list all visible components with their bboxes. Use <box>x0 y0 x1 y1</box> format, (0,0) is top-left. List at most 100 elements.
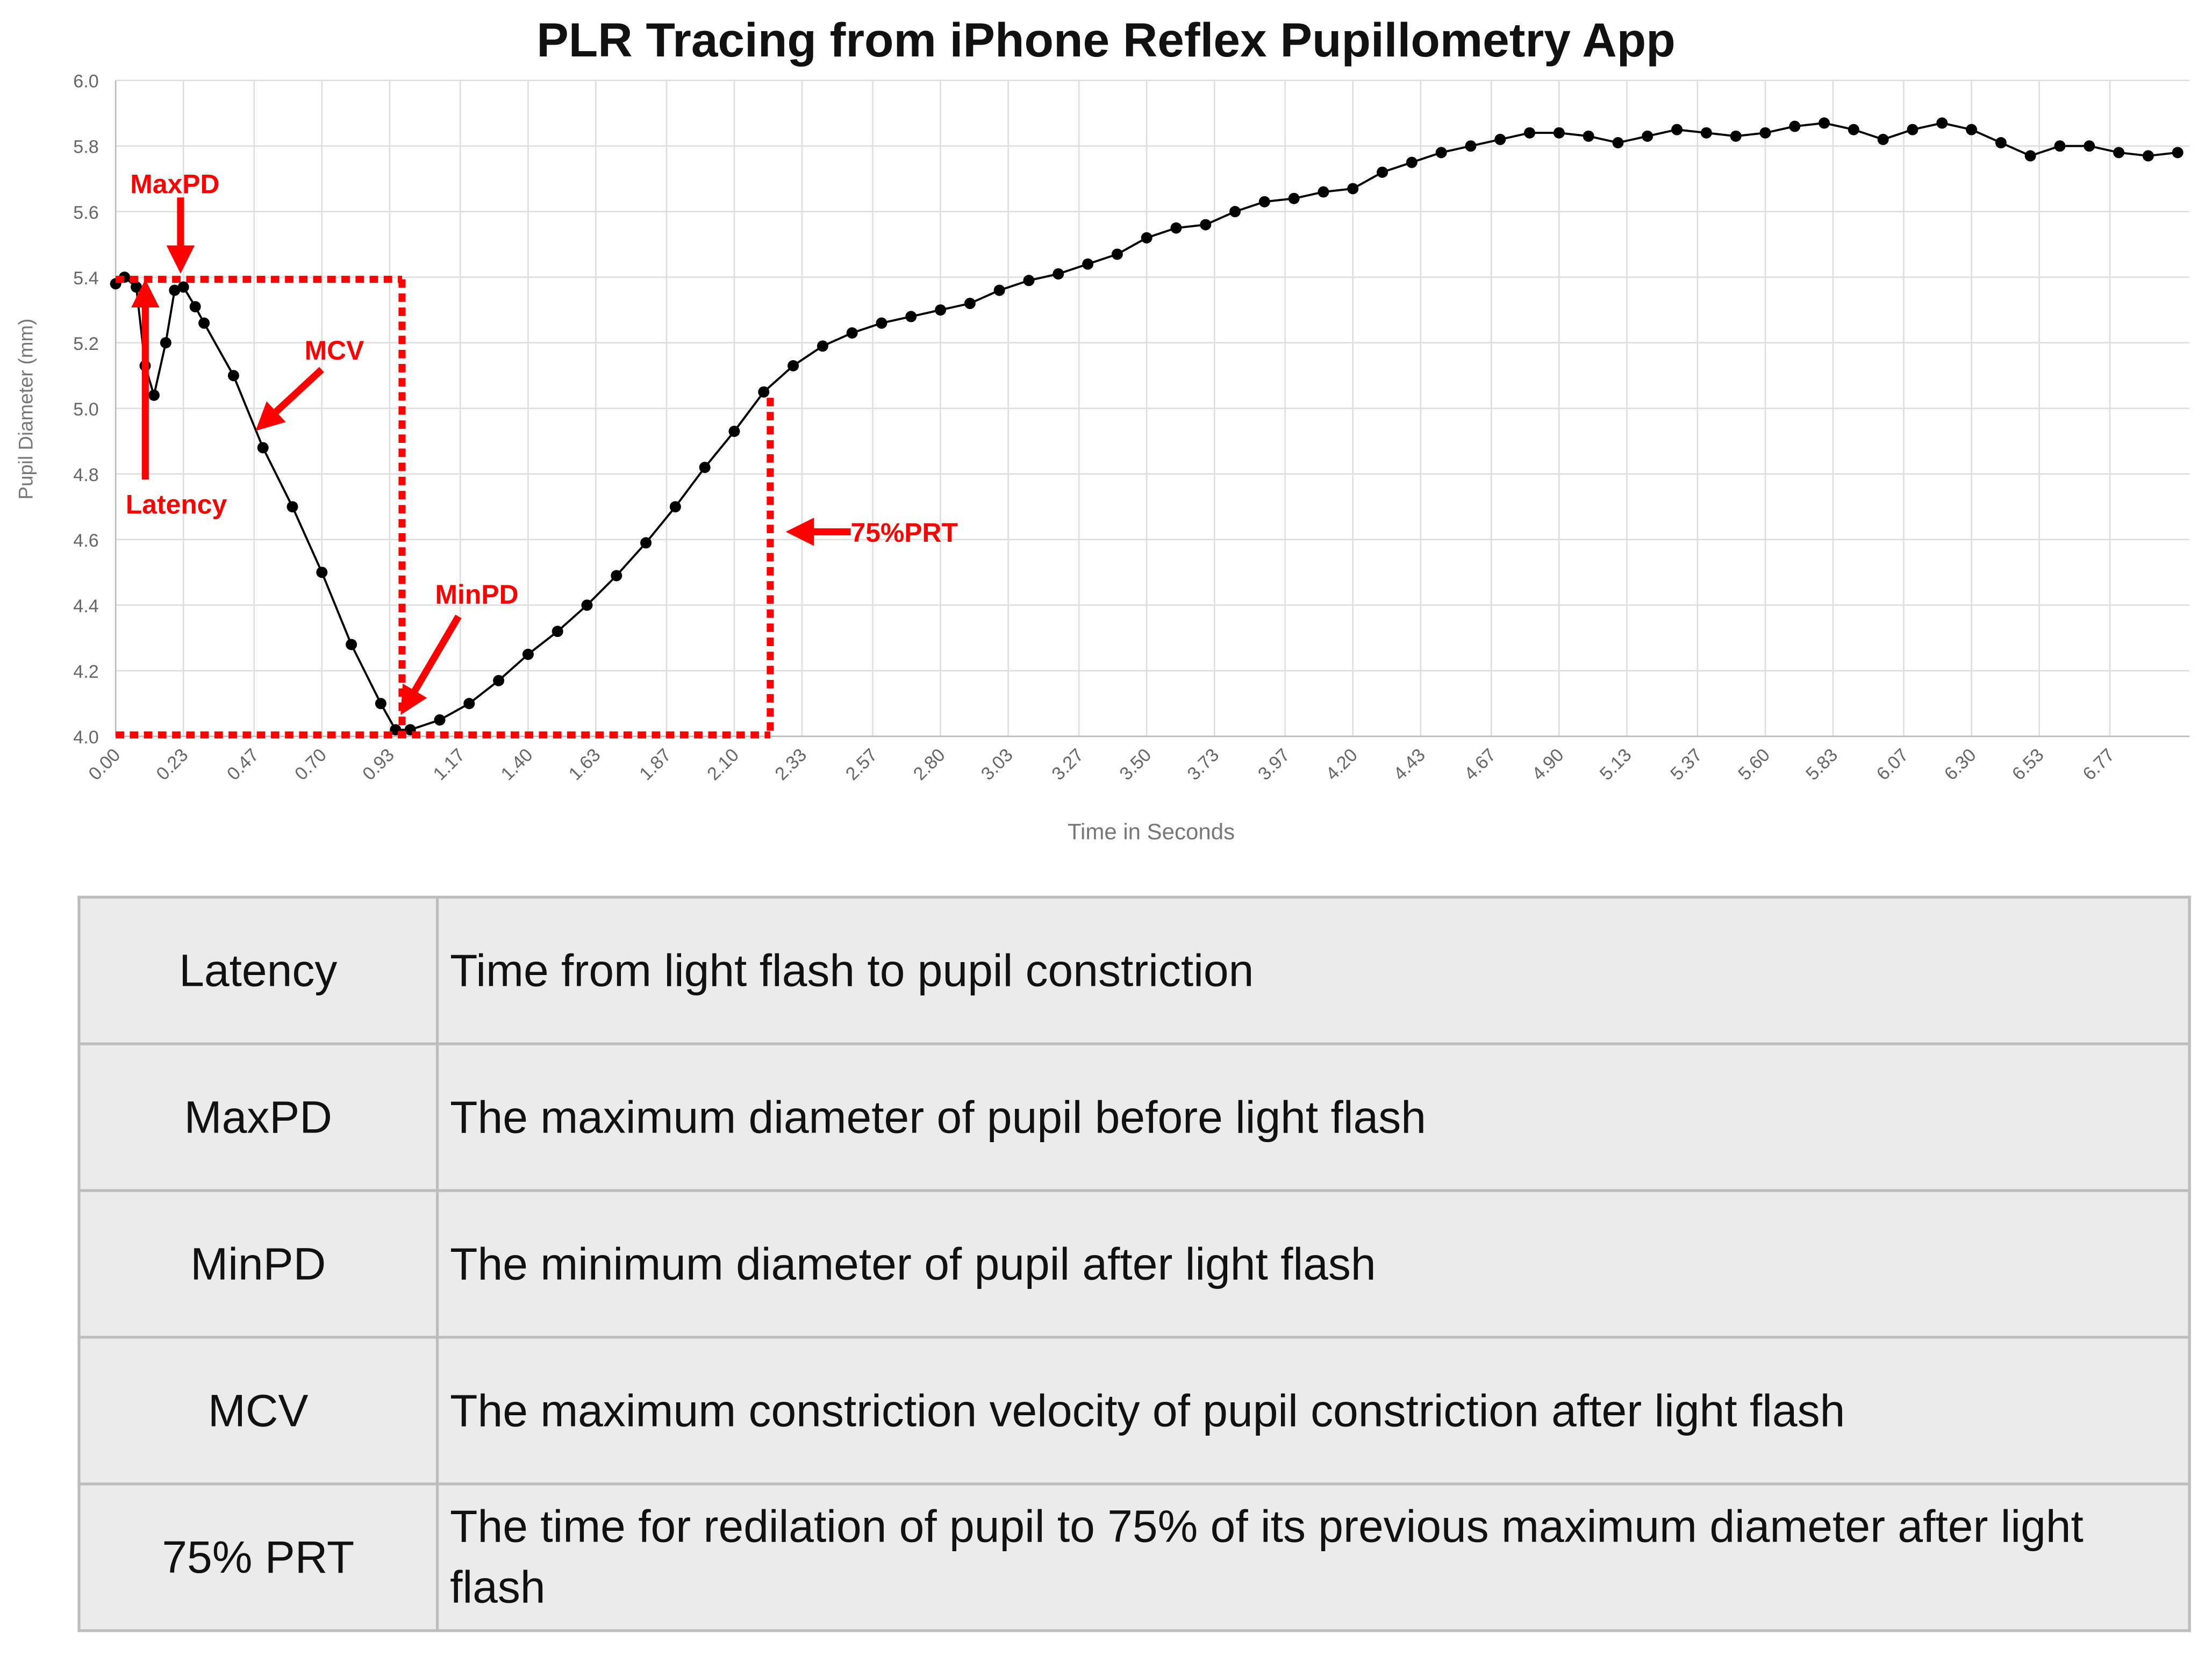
x-tick-label: 2.57 <box>842 744 882 784</box>
data-point <box>2024 150 2036 162</box>
y-tick-label: 5.2 <box>73 334 98 354</box>
x-tick-label: 6.53 <box>2008 744 2048 784</box>
x-tick-label: 1.63 <box>565 744 605 784</box>
data-point <box>1848 124 1859 135</box>
definition-cell: The time for redilation of pupil to 75% … <box>435 1482 2191 1632</box>
data-point <box>1111 248 1123 260</box>
data-point <box>1082 258 1094 270</box>
data-point <box>1023 275 1035 286</box>
x-tick-label: 1.40 <box>497 744 537 784</box>
data-point <box>1288 192 1300 204</box>
data-point <box>346 639 357 650</box>
y-tick-label: 4.0 <box>73 727 98 748</box>
table-row: MCV The maximum constriction velocity of … <box>77 1336 2191 1486</box>
data-point <box>1819 117 1830 129</box>
x-tick-label: 0.93 <box>359 744 398 784</box>
annotations <box>116 276 774 739</box>
x-tick-label: 3.03 <box>977 744 1017 784</box>
data-point <box>581 599 593 611</box>
data-point <box>2084 140 2095 152</box>
data-point <box>993 284 1005 296</box>
data-point <box>1553 127 1565 139</box>
data-point <box>905 311 917 322</box>
data-point <box>2113 147 2125 159</box>
data-point <box>1347 183 1359 195</box>
data-point <box>2142 150 2154 162</box>
data-point <box>160 337 171 349</box>
x-tick-label: 3.73 <box>1184 744 1223 784</box>
data-point <box>189 301 201 313</box>
x-tick-label: 2.10 <box>703 744 743 784</box>
table-row: MinPD The minimum diameter of pupil after… <box>77 1189 2191 1339</box>
data-point <box>1406 156 1418 168</box>
data-point <box>522 648 534 660</box>
data-point <box>552 626 563 637</box>
x-tick-label: 3.27 <box>1048 744 1087 784</box>
data-point <box>198 317 210 329</box>
y-tick-label: 4.6 <box>73 531 98 551</box>
annotation-arrows <box>131 197 851 715</box>
data-point <box>1583 130 1594 142</box>
data-point <box>1053 268 1064 280</box>
y-tick-label: 4.8 <box>73 465 98 485</box>
data-point <box>148 389 160 401</box>
y-tick-label: 5.0 <box>73 399 98 420</box>
data-point <box>493 675 505 686</box>
data-point <box>1966 124 1978 135</box>
data-point <box>1494 133 1506 145</box>
data-point <box>1258 196 1270 207</box>
data-point <box>1671 124 1683 135</box>
annotation: MinPD <box>435 579 518 610</box>
x-tick-label: 2.33 <box>771 744 811 784</box>
term-cell: Latency <box>77 895 439 1045</box>
y-tick-label: 5.6 <box>73 203 98 223</box>
x-tick-label: 6.77 <box>2079 744 2118 784</box>
data-point <box>1907 124 1919 135</box>
x-tick-label: 6.30 <box>1941 744 1980 784</box>
x-tick-label: 5.13 <box>1596 744 1636 784</box>
chart: PLR Tracing from iPhone Reflex Pupillome… <box>15 13 2190 844</box>
data-point <box>131 281 142 293</box>
data-point <box>611 570 622 582</box>
data-point <box>1995 137 2007 149</box>
data-point <box>788 360 799 371</box>
x-tick-label: 0.00 <box>85 744 125 784</box>
data-point <box>1229 206 1241 218</box>
x-tick-label: 0.23 <box>153 744 192 784</box>
y-tick-label: 5.4 <box>73 268 98 289</box>
x-tick-label: 4.67 <box>1461 744 1500 784</box>
x-tick-label: 5.37 <box>1666 744 1706 784</box>
data-point <box>463 698 475 709</box>
data-point <box>1642 130 1653 142</box>
data-point <box>287 501 298 513</box>
data-point <box>1789 120 1801 132</box>
data-point <box>935 304 947 316</box>
x-tick-label: 2.80 <box>910 744 949 784</box>
term-cell: MCV <box>77 1336 439 1486</box>
y-axis-title: Pupil Diameter (mm) <box>15 319 37 500</box>
x-tick-label: 1.17 <box>429 744 469 784</box>
x-tick-label: 0.47 <box>223 744 263 784</box>
data-point <box>669 501 681 513</box>
data-point <box>1377 166 1388 178</box>
data-point <box>1318 186 1329 198</box>
data-point <box>876 317 887 329</box>
data-point <box>1465 140 1477 152</box>
x-axis-title: Time in Seconds <box>1068 819 1235 844</box>
data-point <box>227 370 239 382</box>
x-tick-label: 3.50 <box>1116 744 1156 784</box>
annotation: Latency <box>126 489 227 519</box>
annotation: 75%PRT <box>851 518 958 548</box>
data-point <box>817 340 828 352</box>
x-tick-label: 4.20 <box>1322 744 1362 784</box>
annotation: MaxPD <box>130 169 219 199</box>
term-cell: 75% PRT <box>77 1482 439 1632</box>
term-cell: MinPD <box>77 1189 439 1339</box>
data-point <box>2054 140 2066 152</box>
data-point <box>375 698 386 709</box>
data-point <box>177 281 189 293</box>
data-point <box>728 425 740 437</box>
y-tick-label: 4.4 <box>73 596 98 617</box>
table-row: Latency Time from light flash to pupil co… <box>77 895 2191 1045</box>
data-point <box>1759 127 1771 139</box>
